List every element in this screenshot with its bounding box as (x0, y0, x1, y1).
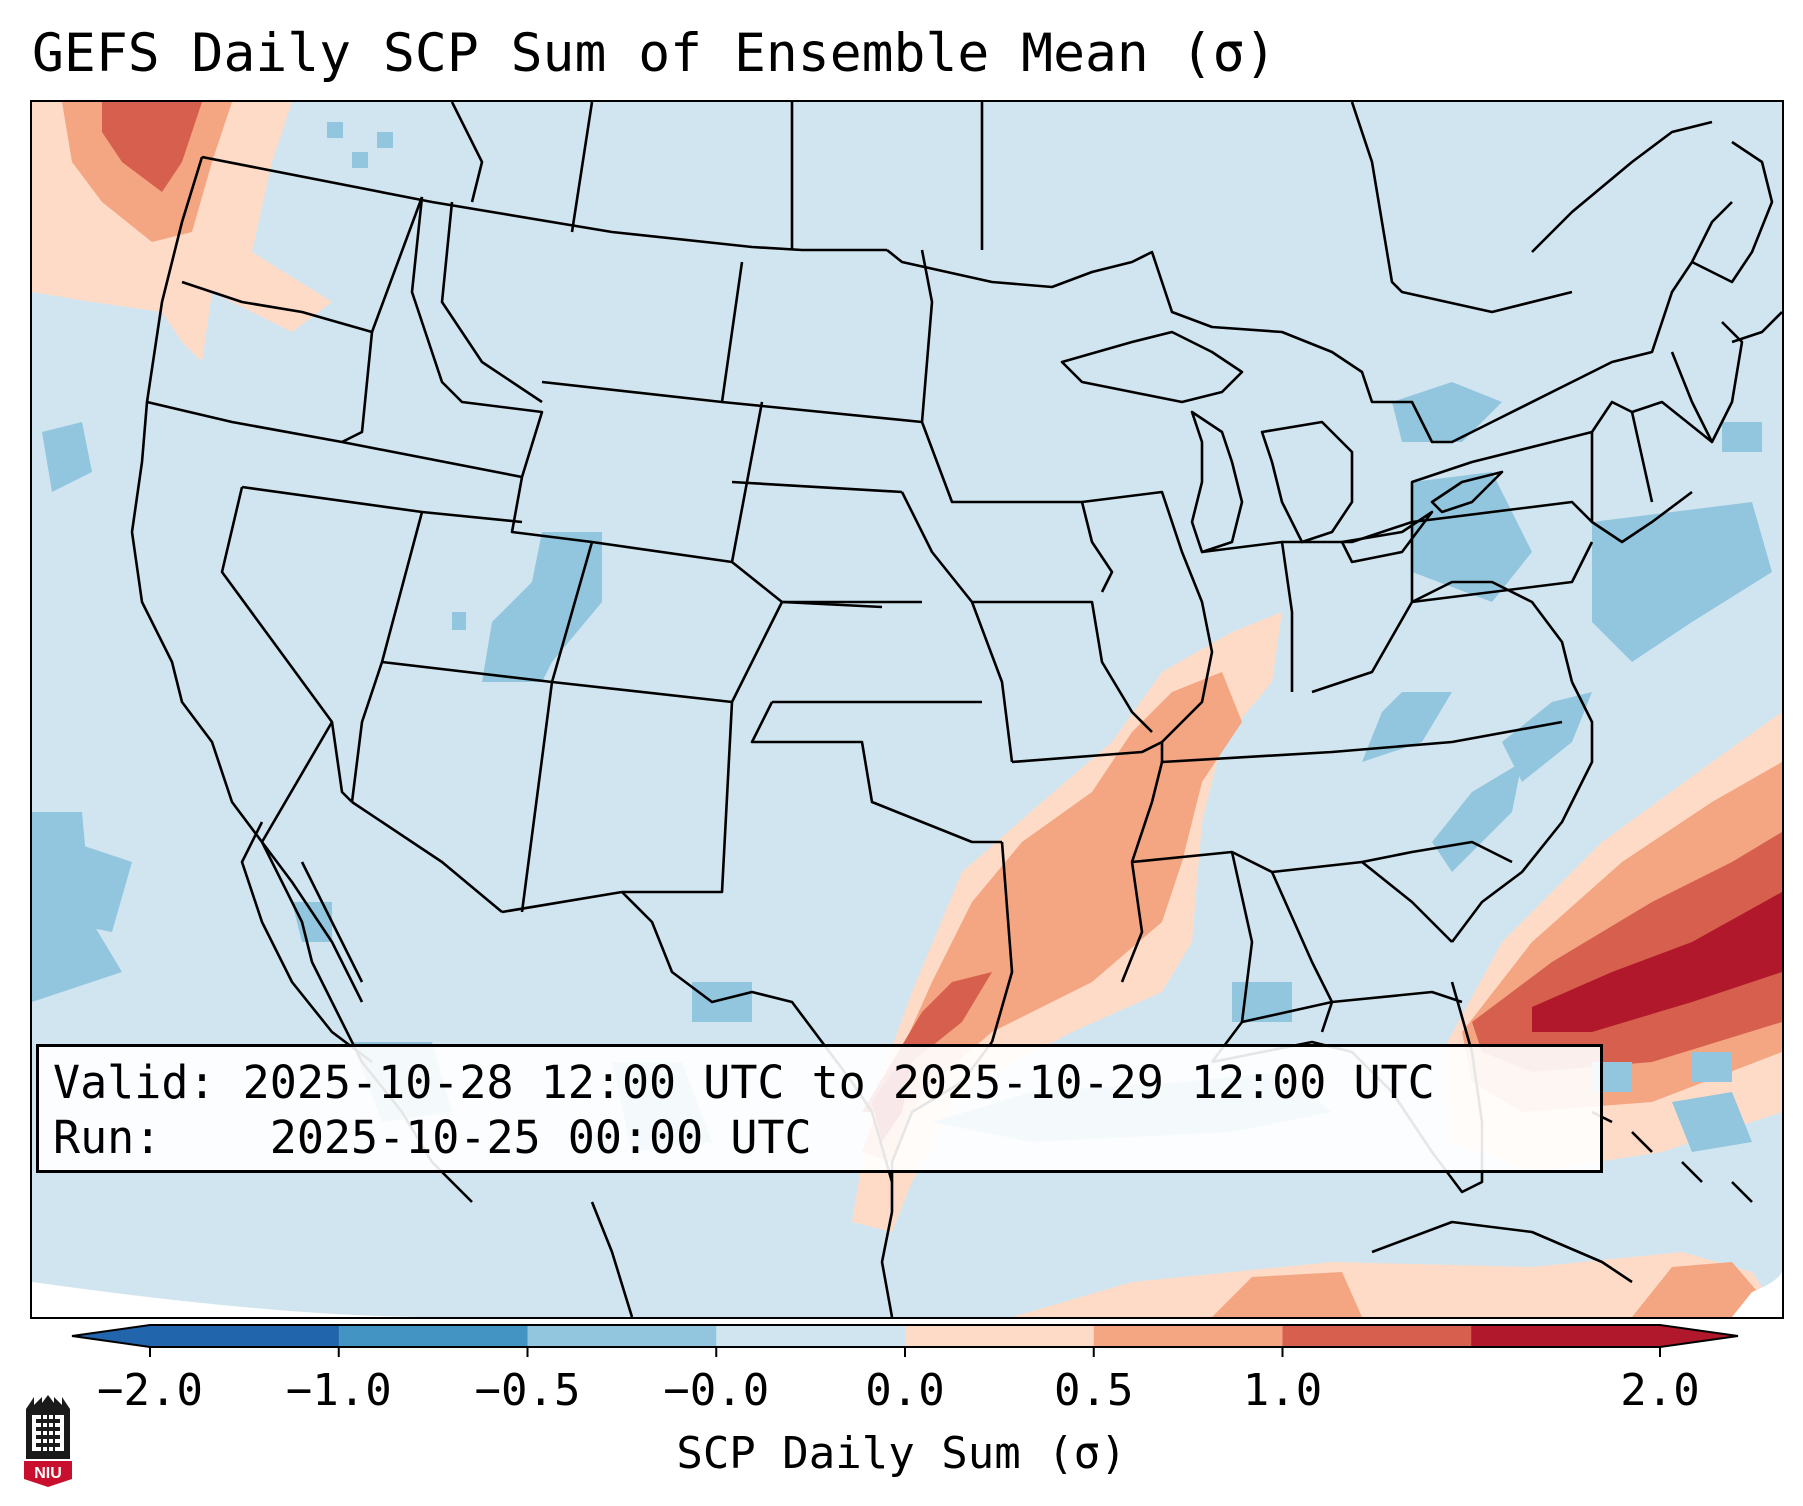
valid-label: Valid: (53, 1056, 216, 1109)
colorbar-segment (1093, 1325, 1283, 1347)
map-title: GEFS Daily SCP Sum of Ensemble Mean (σ) (32, 23, 1277, 84)
colorbar-label: SCP Daily Sum (σ) (676, 1428, 1127, 1479)
run-line: Run: 2025-10-25 00:00 UTC (53, 1110, 1586, 1165)
outside-domain-right (1732, 1272, 1782, 1317)
colorbar-tick-label: 0.5 (1054, 1365, 1134, 1416)
colorbar (71, 1324, 1739, 1357)
colorbar-segment (150, 1325, 340, 1347)
colorbar-tick-label: 1.0 (1242, 1365, 1323, 1416)
valid-text: 2025-10-28 12:00 UTC to 2025-10-29 12:00… (242, 1056, 1435, 1109)
outside-domain (32, 1282, 432, 1317)
colorbar-segment (716, 1325, 906, 1347)
anomaly-pacific-northwest (32, 102, 332, 362)
colorbar-tick-label: 0.0 (865, 1365, 945, 1416)
colorbar-tick-label: −0.0 (663, 1365, 770, 1416)
valid-line: Valid: 2025-10-28 12:00 UTC to 2025-10-2… (53, 1055, 1586, 1110)
colorbar-segment (1282, 1325, 1472, 1347)
anomaly-caribbean (1012, 1252, 1782, 1317)
colorbar-tick-label: −1.0 (285, 1365, 392, 1416)
run-label: Run: (53, 1111, 162, 1164)
colorbar-segment (527, 1325, 717, 1347)
niu-castle-logo-icon: NIU (24, 1395, 72, 1487)
colorbar-segment (905, 1325, 1095, 1347)
info-box: Valid: 2025-10-28 12:00 UTC to 2025-10-2… (36, 1044, 1603, 1173)
colorbar-tick-label: 2.0 (1620, 1365, 1700, 1416)
colorbar-extend-high (1660, 1325, 1738, 1347)
niu-logo-text: NIU (34, 1465, 62, 1482)
colorbar-tick-label: −2.0 (97, 1365, 203, 1416)
colorbar-segment (338, 1325, 528, 1347)
colorbar-tick-label: −0.5 (474, 1365, 581, 1416)
colorbar-segment (1471, 1325, 1661, 1347)
colorbar-extend-low (72, 1325, 150, 1347)
run-text: 2025-10-25 00:00 UTC (269, 1111, 812, 1164)
